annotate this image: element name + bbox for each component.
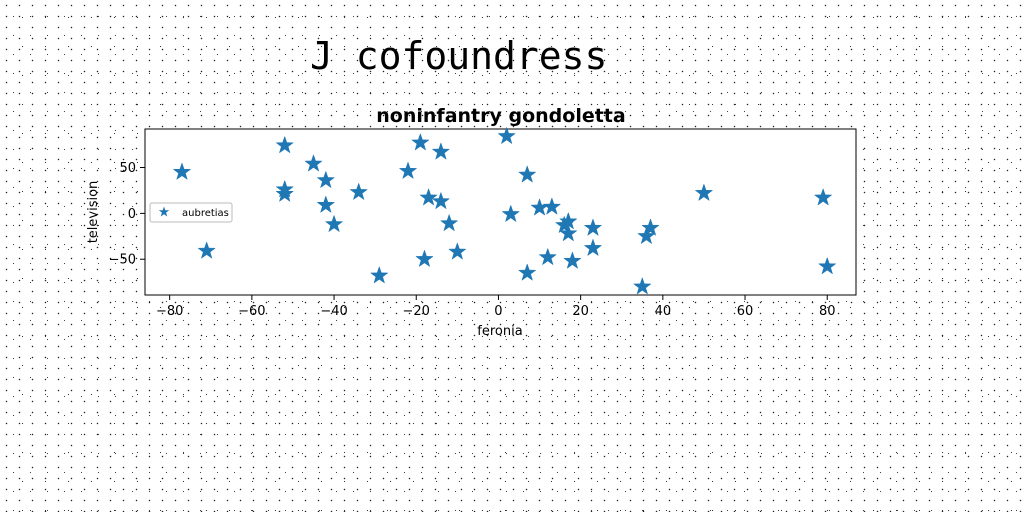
- y-tick-label: −50: [109, 253, 136, 268]
- data-point-star: [694, 183, 714, 202]
- legend: aubretias: [149, 202, 233, 223]
- x-axis-label: feronia: [477, 324, 522, 339]
- x-tick-label: −60: [238, 304, 265, 319]
- data-point-star: [517, 263, 537, 281]
- data-point-star: [369, 265, 389, 284]
- page-title: J cofoundress: [310, 34, 608, 78]
- data-point-star: [439, 213, 459, 232]
- data-point-star: [349, 182, 368, 201]
- legend-label: aubretias: [182, 208, 229, 219]
- data-point-star: [563, 251, 582, 269]
- x-tick-label: 0: [494, 304, 502, 319]
- data-point-star: [415, 249, 434, 268]
- y-axis-label: television: [86, 181, 101, 244]
- chart-title: noninfantry gondoletta: [376, 105, 625, 127]
- legend-star-icon: [158, 206, 170, 217]
- x-tick-label: −40: [320, 304, 347, 319]
- x-tick-label: 20: [572, 304, 589, 319]
- data-point-star: [813, 188, 833, 206]
- data-point-star: [398, 161, 418, 180]
- data-point-star: [275, 135, 295, 154]
- data-point-star: [559, 223, 578, 242]
- x-tick-label: −80: [156, 304, 183, 319]
- data-point-star: [448, 242, 467, 260]
- data-point-star: [542, 197, 562, 215]
- x-tick-label: 40: [655, 304, 672, 319]
- data-point-star: [641, 218, 660, 236]
- plot-area: [144, 128, 857, 296]
- x-tick-label: 60: [737, 304, 754, 319]
- data-point-star: [324, 214, 344, 233]
- x-tick-label: 80: [819, 304, 836, 319]
- y-axis-ticks: −50 0 50: [109, 161, 145, 268]
- data-point-star: [304, 154, 323, 172]
- data-point-star: [172, 162, 192, 181]
- data-point-star: [583, 238, 603, 257]
- data-point-star: [431, 191, 451, 210]
- data-point-star: [275, 184, 295, 203]
- data-point-star: [538, 247, 558, 266]
- data-point-star: [316, 170, 336, 189]
- data-point-star: [197, 241, 216, 259]
- x-tick-label: −20: [403, 304, 430, 319]
- y-tick-label: 50: [119, 161, 136, 176]
- data-point-star: [583, 218, 603, 236]
- data-point-star: [497, 126, 516, 145]
- data-point-star: [431, 142, 451, 160]
- data-point-star: [633, 276, 652, 295]
- data-point-star: [419, 188, 438, 206]
- data-points: [172, 126, 837, 295]
- data-point-star: [411, 132, 430, 151]
- legend-box: [149, 202, 233, 223]
- data-point-star: [517, 165, 537, 183]
- x-axis-ticks: −80 −60 −40 −20 0 20 40 60 80: [156, 295, 836, 319]
- data-point-star: [316, 195, 336, 214]
- data-point-star: [817, 256, 837, 275]
- data-point-star: [501, 204, 521, 223]
- y-tick-label: 0: [128, 207, 136, 222]
